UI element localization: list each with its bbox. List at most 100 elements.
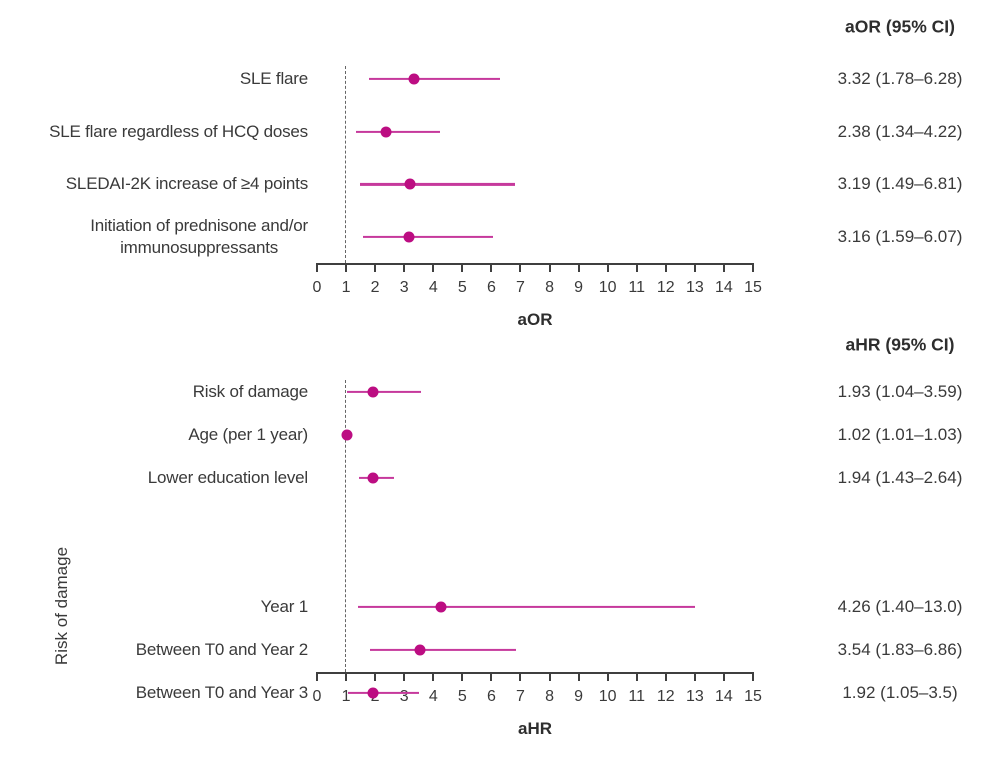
x-axis-tick-label: 10 <box>598 688 617 705</box>
x-axis-tick-label: 2 <box>370 279 380 296</box>
estimate-dot <box>380 126 392 138</box>
estimate-dot <box>367 386 379 398</box>
reference-line <box>345 380 347 672</box>
x-axis-tick-label: 11 <box>628 279 646 296</box>
estimate-value: 3.19 (1.49–6.81) <box>837 174 963 194</box>
row-label: Age (per 1 year) <box>188 424 308 444</box>
x-axis-tick <box>345 263 348 272</box>
x-axis-line <box>317 263 753 266</box>
x-axis-tick <box>490 672 493 681</box>
estimate-dot <box>341 429 353 441</box>
ci-line <box>363 235 494 239</box>
ci-line <box>360 183 515 186</box>
estimate-dot <box>404 178 416 190</box>
estimate-value: 1.94 (1.43–2.64) <box>837 468 963 487</box>
x-axis-tick <box>606 263 609 272</box>
x-axis-tick-label: 1 <box>341 279 351 296</box>
x-axis-tick <box>403 263 406 272</box>
reference-line <box>345 66 347 263</box>
x-axis-tick-label: 10 <box>598 279 617 296</box>
x-axis-tick <box>606 672 609 681</box>
x-axis-tick-label: 12 <box>656 688 675 705</box>
ci-line <box>370 648 517 652</box>
x-axis-tick-label: 0 <box>312 688 322 705</box>
row-label: Risk of damage <box>192 381 309 401</box>
x-axis-tick-label: 14 <box>715 279 733 296</box>
x-axis-tick <box>374 672 377 681</box>
ci-line <box>357 605 695 609</box>
x-axis-tick <box>635 672 638 681</box>
x-axis-tick <box>519 672 522 681</box>
x-axis-tick-label: 9 <box>574 688 584 705</box>
ahr-x-axis-title: aHR <box>517 719 553 738</box>
estimate-value: 2.38 (1.34–4.22) <box>837 121 963 141</box>
ci-line <box>347 691 419 695</box>
x-axis-tick <box>374 263 377 272</box>
x-axis-tick-label: 7 <box>516 688 525 705</box>
x-axis-tick-label: 0 <box>312 279 322 296</box>
x-axis-tick <box>577 672 580 681</box>
x-axis-tick-label: 5 <box>457 279 467 296</box>
row-label: SLE flare <box>239 68 308 88</box>
estimate-value: 3.16 (1.59–6.07) <box>837 227 963 246</box>
x-axis-tick <box>722 672 725 681</box>
x-axis-tick <box>432 263 435 272</box>
x-axis-tick-label: 8 <box>545 279 554 296</box>
row-label: Between T0 and Year 3 <box>135 682 308 702</box>
x-axis-tick-label: 15 <box>744 688 762 705</box>
row-label: SLE flare regardless of HCQ doses <box>49 121 308 141</box>
x-axis-tick-label: 1 <box>341 688 351 705</box>
x-axis-tick-label: 5 <box>457 688 467 705</box>
x-axis-tick <box>577 263 580 272</box>
x-axis-tick-label: 14 <box>715 688 733 705</box>
x-axis-tick <box>345 672 348 681</box>
ci-line <box>347 390 422 394</box>
x-axis-tick <box>432 672 435 681</box>
row-label: SLEDAI-2K increase of ≥4 points <box>65 174 308 194</box>
x-axis-tick <box>316 263 318 272</box>
estimate-value: 1.92 (1.05–3.5) <box>842 683 958 702</box>
row-label: Initiation of prednisone and/or immunosu… <box>90 215 308 257</box>
x-axis-tick-label: 4 <box>428 688 438 705</box>
estimate-value: 3.54 (1.83–6.86) <box>837 640 963 659</box>
ci-line <box>368 77 500 81</box>
estimate-value: 1.93 (1.04–3.59) <box>837 382 963 401</box>
x-axis-tick-label: 15 <box>744 279 762 296</box>
x-axis-tick-label: 6 <box>486 279 496 296</box>
x-axis-tick-label: 7 <box>516 279 525 296</box>
x-axis-tick <box>461 263 464 272</box>
x-axis-tick <box>664 672 667 681</box>
x-axis-tick <box>548 263 551 272</box>
ci-line <box>355 130 440 133</box>
risk-of-damage-group-label: Risk of damage <box>52 546 71 666</box>
x-axis-tick <box>461 672 464 681</box>
estimate-dot <box>367 472 379 484</box>
x-axis-tick <box>752 263 754 272</box>
aor-column-header: aOR (95% CI) <box>845 16 955 37</box>
x-axis-tick <box>403 672 406 681</box>
x-axis-tick <box>316 672 318 681</box>
estimate-dot <box>367 687 379 699</box>
estimate-dot <box>435 601 447 613</box>
x-axis-tick-label: 12 <box>656 279 675 296</box>
x-axis-tick <box>722 263 725 272</box>
aor-x-axis-title: aOR <box>517 310 553 329</box>
x-axis-tick <box>548 672 551 681</box>
x-axis-tick <box>693 672 696 681</box>
x-axis-tick-label: 13 <box>685 688 704 705</box>
x-axis-tick <box>635 263 638 272</box>
estimate-dot <box>408 73 419 85</box>
x-axis-tick <box>664 263 667 272</box>
x-axis-line <box>317 672 753 675</box>
x-axis-tick-label: 9 <box>574 279 584 296</box>
estimate-dot <box>403 231 415 243</box>
estimate-value: 4.26 (1.40–13.0) <box>837 597 963 616</box>
x-axis-tick <box>693 263 696 272</box>
x-axis-tick <box>490 263 493 272</box>
x-axis-tick <box>519 263 522 272</box>
estimate-value: 3.32 (1.78–6.28) <box>837 69 963 88</box>
x-axis-tick-label: 3 <box>399 279 409 296</box>
row-label: Between T0 and Year 2 <box>135 639 308 659</box>
estimate-value: 1.02 (1.01–1.03) <box>837 425 963 444</box>
